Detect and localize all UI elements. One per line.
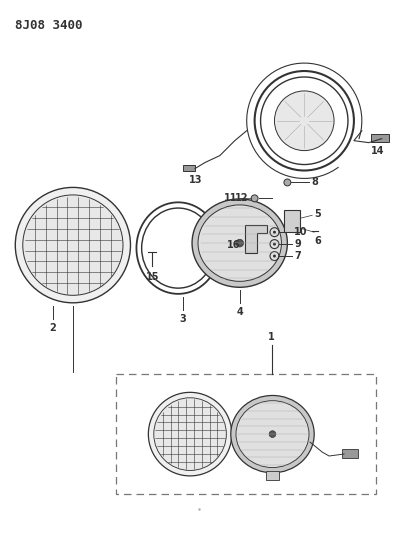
Circle shape — [269, 431, 276, 438]
Circle shape — [148, 392, 232, 476]
Text: 1: 1 — [268, 332, 275, 342]
Circle shape — [273, 255, 276, 257]
Text: 11: 11 — [224, 193, 238, 204]
Ellipse shape — [192, 199, 287, 287]
Bar — [266, 471, 279, 480]
Circle shape — [273, 231, 276, 233]
Text: 16: 16 — [227, 240, 241, 250]
Circle shape — [275, 91, 334, 151]
Text: 14: 14 — [371, 146, 384, 156]
Bar — [284, 211, 300, 232]
Bar — [371, 134, 389, 142]
Text: 9: 9 — [294, 239, 301, 249]
Text: 5: 5 — [314, 209, 321, 219]
Circle shape — [154, 398, 226, 471]
Text: 8: 8 — [311, 177, 318, 188]
Circle shape — [23, 195, 123, 295]
Text: 10: 10 — [294, 227, 308, 237]
Text: 3: 3 — [180, 314, 186, 324]
Text: 12: 12 — [235, 193, 249, 204]
Bar — [342, 449, 358, 458]
Bar — [183, 165, 195, 171]
Ellipse shape — [231, 395, 314, 473]
Text: 7: 7 — [294, 251, 301, 261]
Circle shape — [284, 179, 291, 186]
Text: 15: 15 — [146, 272, 159, 282]
Circle shape — [273, 243, 276, 246]
Ellipse shape — [236, 401, 309, 467]
Text: 8J08 3400: 8J08 3400 — [15, 19, 83, 33]
Polygon shape — [245, 225, 267, 253]
Circle shape — [236, 239, 243, 247]
Ellipse shape — [198, 205, 281, 281]
Bar — [116, 375, 376, 494]
Text: 6: 6 — [314, 236, 321, 246]
Text: 2: 2 — [49, 322, 56, 333]
Circle shape — [15, 188, 130, 303]
Text: 4: 4 — [236, 307, 243, 317]
Text: 13: 13 — [189, 175, 203, 185]
Circle shape — [251, 195, 258, 202]
